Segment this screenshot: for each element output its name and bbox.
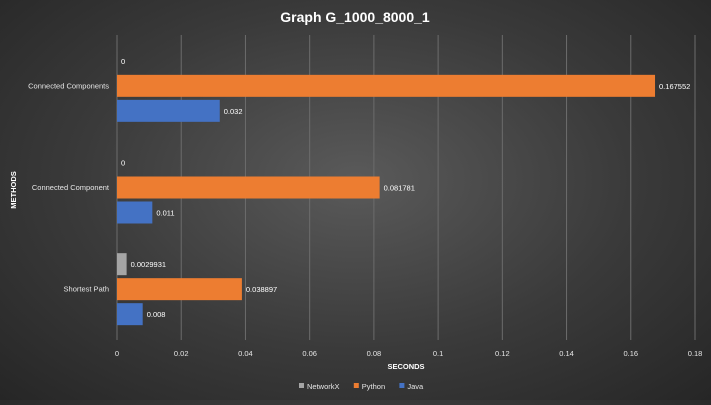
- legend-swatch-networkx: [299, 383, 304, 388]
- bar-java: [117, 303, 143, 326]
- data-label: 0.011: [156, 209, 174, 218]
- bars: [117, 74, 656, 326]
- chart-title: Graph G_1000_8000_1: [280, 9, 430, 25]
- data-label: 0.167552: [659, 82, 690, 91]
- bar-java: [117, 99, 220, 122]
- x-tick-label: 0.14: [559, 349, 574, 358]
- x-tick-labels: 0 0.02 0.04 0.06 0.08 0.1 0.12 0.14 0.16 0.18: [115, 349, 702, 358]
- legend-swatch-python: [353, 383, 359, 388]
- data-label: 0: [121, 159, 125, 168]
- bar-java: [117, 201, 153, 224]
- x-tick-label: 0.02: [174, 349, 189, 358]
- x-tick-label: 0: [115, 349, 119, 358]
- legend-swatch-java: [399, 383, 405, 388]
- y-axis-title: METHODS: [9, 171, 18, 209]
- legend-label: Python: [362, 382, 385, 391]
- data-label: 0.008: [147, 310, 166, 319]
- x-axis-title: SECONDS: [387, 362, 424, 371]
- legend-label: NetworkX: [307, 382, 340, 391]
- category-label: Connected Component: [32, 183, 110, 192]
- x-tick-label: 0.06: [302, 349, 317, 358]
- bar-python: [117, 176, 380, 199]
- bar-networkx: [117, 253, 127, 276]
- bar-python: [117, 278, 242, 301]
- x-tick-label: 0.12: [495, 349, 510, 358]
- data-label: 0.038897: [246, 285, 277, 294]
- bar-python: [117, 74, 656, 97]
- data-label: 0: [121, 57, 125, 66]
- data-labels: 0 0.167552 0.032 0 0.081781 0.011 0.0029931 0.0…: [121, 57, 690, 319]
- data-label: 0.0029931: [131, 260, 166, 269]
- data-label: 0.032: [224, 107, 243, 116]
- data-label: 0.081781: [384, 184, 415, 193]
- x-tick-label: 0.04: [238, 349, 253, 358]
- x-tick-label: 0.16: [623, 349, 638, 358]
- x-tick-label: 0.1: [433, 349, 443, 358]
- category-label: Connected Components: [28, 81, 109, 90]
- legend-label: Java: [407, 382, 424, 391]
- legend: NetworkX Python Java: [299, 382, 424, 391]
- x-tick-label: 0.08: [367, 349, 382, 358]
- category-label: Shortest Path: [64, 285, 109, 294]
- x-tick-label: 0.18: [688, 349, 703, 358]
- category-labels: Connected Components Connected Component S…: [28, 81, 110, 293]
